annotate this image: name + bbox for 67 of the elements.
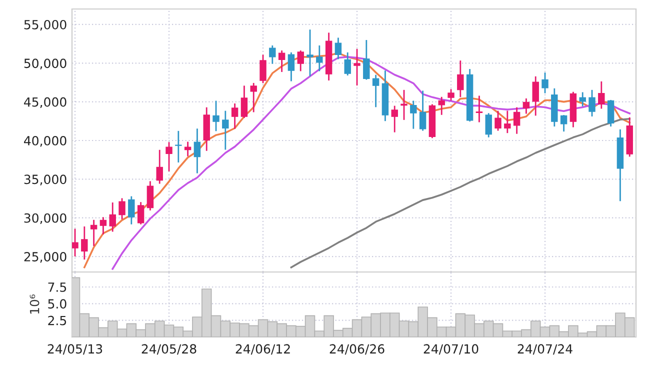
y-tick-label: 55,000 <box>24 20 66 31</box>
candlestick <box>354 48 360 86</box>
x-tick-label: 24/06/12 <box>236 344 290 355</box>
candlestick <box>222 110 229 150</box>
candlestick <box>288 52 295 82</box>
candlestick <box>72 228 78 256</box>
candlestick <box>334 38 342 60</box>
candlestick <box>90 220 98 246</box>
candlestick <box>419 90 426 131</box>
candlestick <box>522 98 530 114</box>
candlestick <box>250 82 257 112</box>
candlestick <box>81 226 88 260</box>
candlestick <box>607 100 614 126</box>
candlestick <box>212 100 220 132</box>
candlestick <box>560 115 568 132</box>
x-tick-label: 24/06/26 <box>330 344 384 355</box>
candlestick <box>166 142 172 172</box>
candlestick <box>109 202 116 232</box>
y-tick-label: 2.5 <box>48 316 66 326</box>
candlestick <box>579 92 586 106</box>
candlestick <box>269 45 276 64</box>
candlestick <box>448 89 454 101</box>
candlestick <box>438 96 445 115</box>
y-tick-label: 50,000 <box>24 58 66 70</box>
candlestick <box>128 196 135 224</box>
candlestick <box>260 54 266 84</box>
y-tick-label: 35,000 <box>24 174 66 186</box>
candlestick <box>588 90 596 116</box>
y-tick-label: 40,000 <box>24 136 66 147</box>
candlestick <box>316 45 323 72</box>
x-tick-label: 24/07/10 <box>424 344 478 355</box>
candlestick <box>100 217 107 234</box>
candlestick <box>513 107 520 134</box>
candlestick <box>532 76 539 116</box>
candlestick <box>391 106 398 132</box>
y-tick-label: 45,000 <box>24 97 66 108</box>
candlestick <box>240 86 248 118</box>
candlestick <box>504 110 511 134</box>
candlestick <box>306 30 314 76</box>
candlestick <box>184 142 192 156</box>
x-tick-label: 24/05/13 <box>48 344 102 355</box>
y-tick-label: 25,000 <box>24 252 66 263</box>
candlestick <box>344 52 351 76</box>
candlestick <box>175 130 182 162</box>
candlestick <box>194 128 201 174</box>
candlestick <box>542 72 548 94</box>
candlestick <box>476 96 483 122</box>
candlestick <box>231 103 238 129</box>
candlestick <box>485 113 492 138</box>
x-tick-label: 24/07/24 <box>518 344 572 355</box>
candlestick <box>457 60 464 98</box>
candlestick <box>363 40 370 80</box>
candlestick <box>598 81 605 109</box>
x-tick-label: 24/05/28 <box>142 344 196 355</box>
candlestick <box>297 50 304 72</box>
candlestick <box>137 202 144 224</box>
candlestick <box>372 74 380 108</box>
y-tick-label: 7.5 <box>48 282 66 292</box>
y-tick-label: 5.0 <box>48 299 66 309</box>
candlestick <box>494 110 502 131</box>
candlestick <box>278 50 286 72</box>
y-axis-title: 10⁶ <box>30 294 40 314</box>
candlestick <box>118 198 126 220</box>
candlestick <box>146 181 154 210</box>
y-tick-label: 30,000 <box>24 213 66 224</box>
candlestick <box>410 100 417 129</box>
candlestick <box>156 150 163 184</box>
